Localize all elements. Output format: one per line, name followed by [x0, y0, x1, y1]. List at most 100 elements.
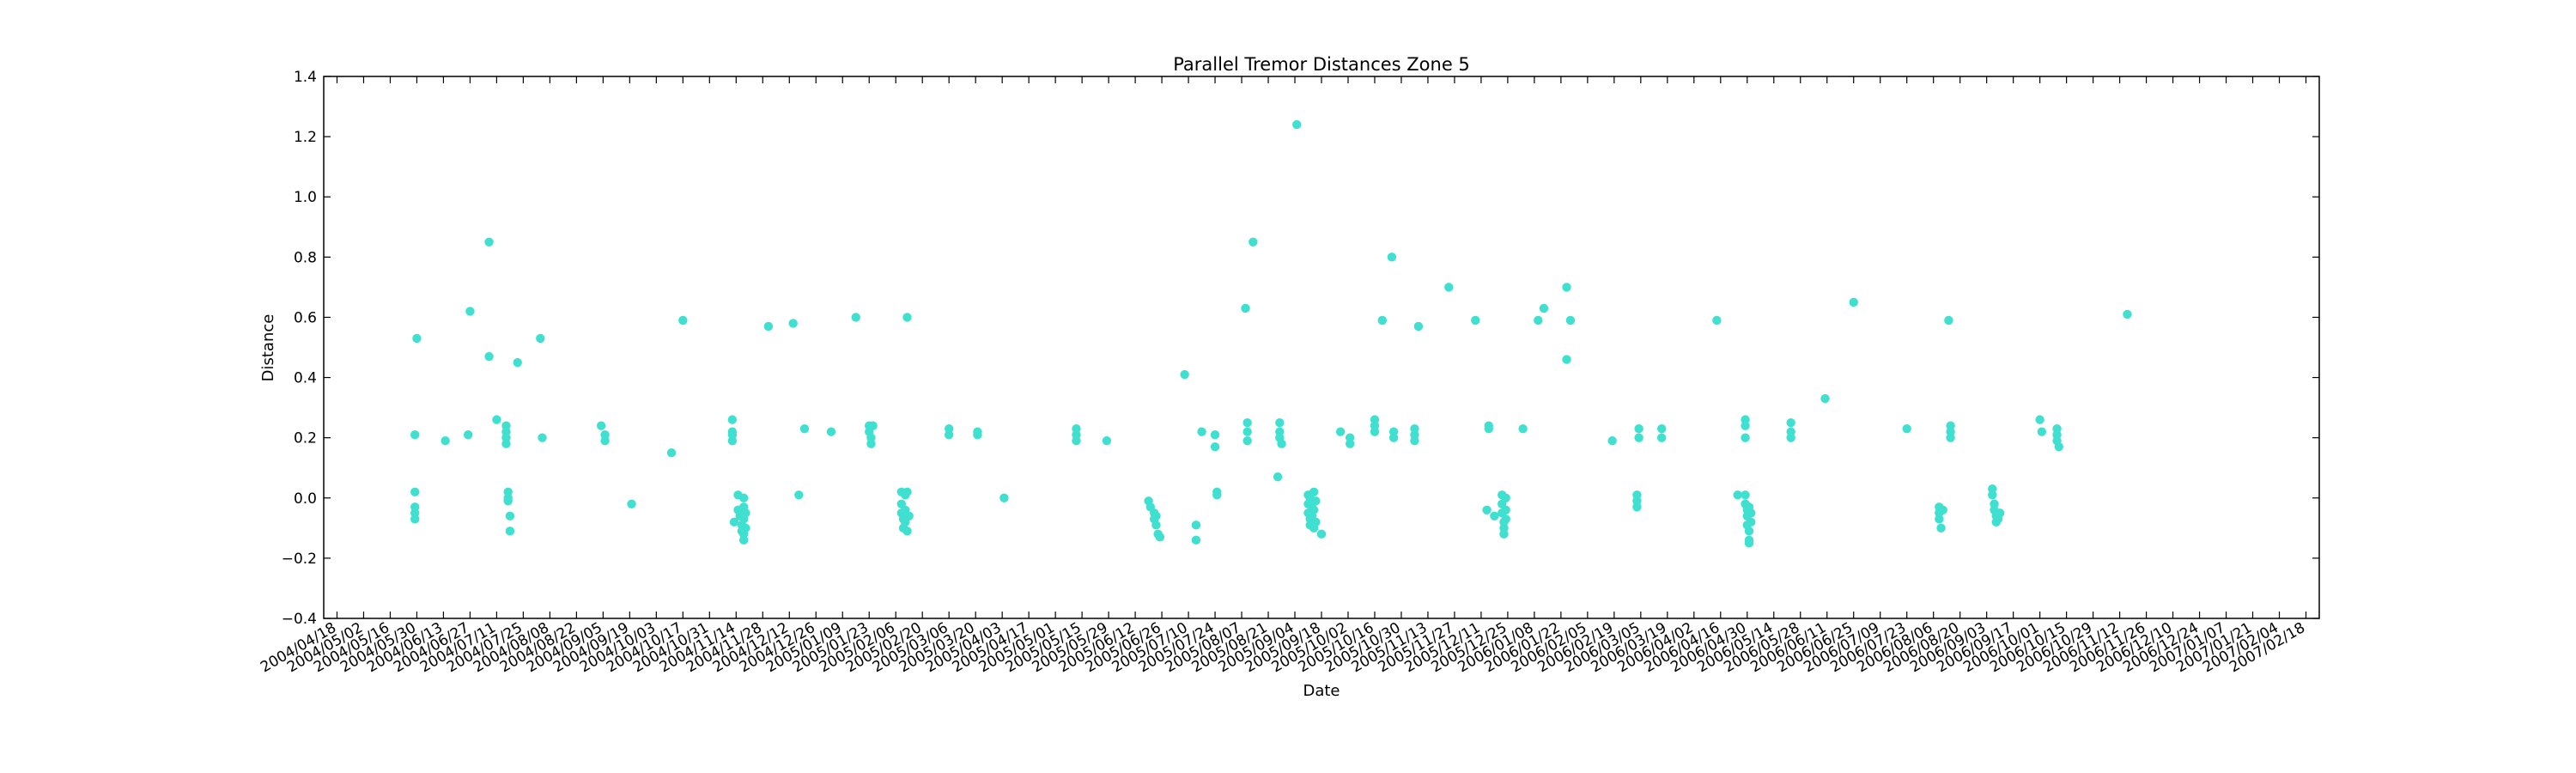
data-point: [464, 429, 473, 440]
data-point: [1210, 429, 1220, 440]
data-point: [1741, 490, 1750, 500]
data-point: [440, 435, 450, 446]
data-point: [465, 307, 475, 316]
data-point: [503, 496, 513, 506]
data-point: [1632, 502, 1642, 512]
data-point: [1786, 417, 1795, 428]
data-point: [1946, 433, 1955, 442]
data-point: [851, 313, 860, 322]
data-point: [1387, 253, 1397, 262]
data-point: [1539, 303, 1549, 313]
data-point: [1212, 490, 1222, 500]
chart-title: Parallel Tremor Distances Zone 5: [1173, 54, 1470, 75]
data-point: [738, 535, 749, 545]
y-tick-label: 1.2: [294, 129, 317, 146]
data-point: [1656, 433, 1667, 442]
data-point: [1151, 511, 1161, 521]
y-tick-label: 0.0: [294, 490, 317, 508]
y-tick-label: 0.2: [294, 430, 317, 447]
data-point: [1988, 490, 1997, 500]
data-point: [1656, 423, 1667, 434]
data-point: [1518, 423, 1528, 434]
data-point: [738, 493, 749, 502]
data-point: [1410, 435, 1419, 446]
data-point: [1534, 315, 1543, 326]
data-point: [1242, 427, 1252, 436]
data-point: [1311, 496, 1321, 506]
data-point: [973, 429, 982, 440]
data-point: [492, 415, 501, 424]
x-axis-label: Date: [1303, 682, 1340, 700]
data-point: [1747, 517, 1756, 527]
data-point: [2054, 441, 2063, 452]
data-point: [999, 493, 1009, 502]
data-point: [1935, 514, 1944, 524]
data-point: [727, 415, 738, 424]
data-point: [1413, 321, 1424, 332]
data-point: [1634, 433, 1643, 442]
data-point: [902, 526, 912, 536]
y-tick-label: 1.0: [294, 189, 317, 206]
data-point: [505, 511, 515, 521]
data-point: [2035, 415, 2044, 424]
data-point: [904, 511, 914, 521]
data-point: [1712, 315, 1722, 326]
data-point: [1902, 423, 1911, 434]
data-point: [1273, 472, 1283, 482]
data-point: [1151, 520, 1161, 530]
data-point: [944, 429, 954, 440]
data-point: [678, 315, 688, 326]
data-point: [484, 351, 494, 362]
data-point: [1482, 505, 1492, 514]
data-point: [1346, 439, 1355, 448]
data-point: [1311, 517, 1321, 527]
data-point: [538, 433, 547, 442]
data-point: [1562, 283, 1571, 292]
x-axis: 2004/04/182004/05/022004/05/162004/05/30…: [258, 76, 2308, 676]
y-tick-label: 0.8: [294, 249, 317, 266]
data-point: [788, 319, 798, 328]
data-point: [1241, 303, 1250, 313]
y-tick-label: −0.4: [282, 611, 317, 628]
data-point: [866, 439, 876, 448]
data-point: [1388, 433, 1399, 442]
data-point: [410, 487, 420, 496]
data-point: [1309, 487, 1319, 496]
data-point: [1562, 355, 1571, 364]
data-point: [741, 523, 750, 533]
data-point: [1490, 511, 1499, 521]
data-point: [1849, 297, 1858, 307]
data-point: [794, 490, 804, 500]
data-point: [741, 508, 750, 518]
data-point: [1191, 520, 1201, 530]
data-point: [1275, 417, 1285, 428]
data-point: [1995, 508, 2005, 518]
data-point: [1820, 393, 1830, 404]
data-point: [1501, 505, 1510, 514]
data-point: [412, 333, 422, 344]
data-point: [1499, 529, 1509, 539]
y-tick-label: 1.4: [294, 69, 317, 86]
data-point: [1180, 369, 1189, 380]
data-point: [1741, 421, 1750, 430]
data-point: [1786, 433, 1795, 442]
data-point: [1277, 439, 1286, 448]
data-point: [1744, 526, 1754, 536]
data-point: [596, 421, 606, 430]
data-point: [1744, 539, 1754, 548]
data-point: [1242, 417, 1252, 428]
data-point: [513, 357, 522, 368]
data-point: [1944, 315, 1953, 326]
data-point: [727, 435, 738, 446]
data-point: [902, 313, 912, 322]
data-point: [1292, 119, 1302, 130]
data-point: [729, 517, 739, 527]
data-point: [1072, 435, 1081, 446]
data-point: [1938, 505, 1947, 514]
data-point: [410, 514, 420, 524]
y-tick-label: 0.4: [294, 370, 317, 387]
data-point: [1634, 423, 1643, 434]
data-point: [1377, 315, 1388, 326]
data-point: [1565, 315, 1576, 326]
